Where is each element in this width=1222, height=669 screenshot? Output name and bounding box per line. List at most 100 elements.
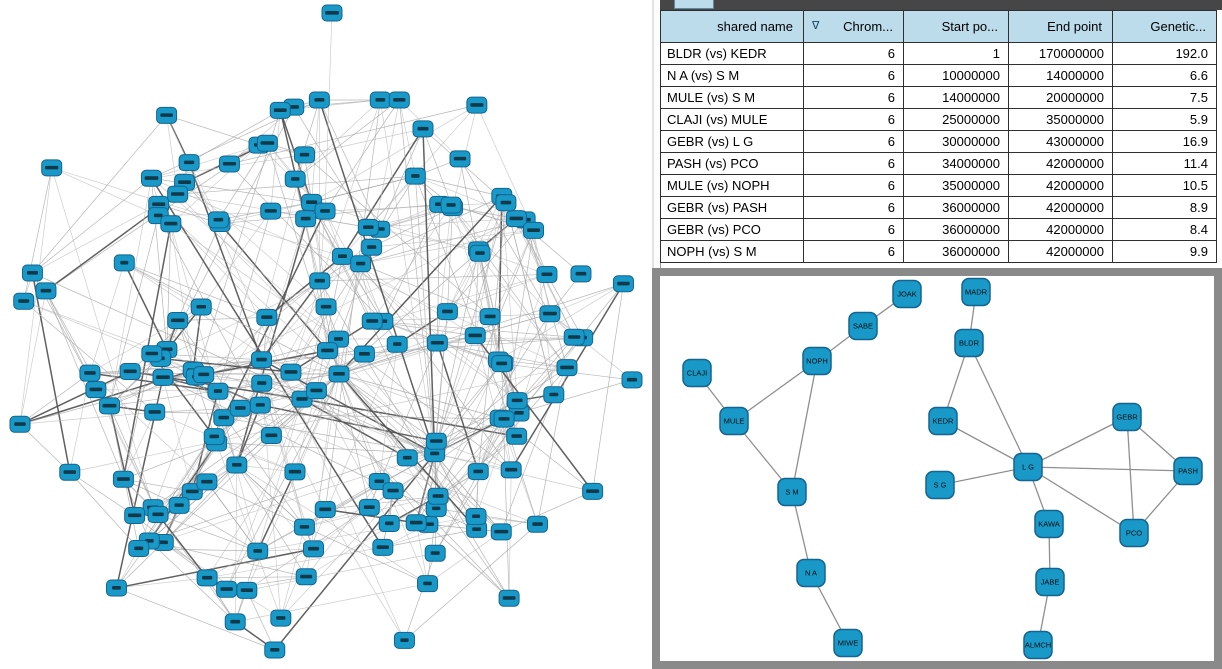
network-edge[interactable] xyxy=(325,202,506,212)
network-node[interactable] xyxy=(404,167,426,185)
cell-value[interactable]: 9.9 xyxy=(1112,240,1217,263)
network-node[interactable] xyxy=(331,247,353,265)
network-edge[interactable] xyxy=(177,317,267,321)
network-edge[interactable] xyxy=(195,110,281,378)
cell-value[interactable]: 36000000 xyxy=(903,218,1009,241)
network-node[interactable] xyxy=(249,396,271,414)
network-node[interactable] xyxy=(269,101,291,119)
table-row[interactable]: GEBR (vs) PASH 6 36000000 42000000 8.9 xyxy=(660,196,1217,219)
network-node[interactable] xyxy=(386,335,408,353)
network-edge[interactable] xyxy=(338,373,370,508)
cell-value[interactable]: 10.5 xyxy=(1112,174,1217,197)
node-mule[interactable]: MULE xyxy=(719,406,749,436)
network-edge[interactable] xyxy=(236,464,428,584)
network-node[interactable] xyxy=(305,382,327,400)
network-edge[interactable] xyxy=(518,337,583,414)
cell-value[interactable]: 42000000 xyxy=(1008,152,1113,175)
network-edge[interactable] xyxy=(274,453,436,651)
column-header-chrom-[interactable]: ∇ Chrom... xyxy=(803,10,904,43)
network-node[interactable] xyxy=(251,374,273,392)
network-edge[interactable] xyxy=(304,507,370,528)
network-node[interactable] xyxy=(372,538,394,556)
network-edge[interactable] xyxy=(240,407,538,525)
node-pash[interactable]: PASH xyxy=(1173,456,1203,486)
network-node[interactable] xyxy=(203,428,225,446)
network-node[interactable] xyxy=(196,473,218,491)
network-edge[interactable] xyxy=(338,373,435,454)
network-node[interactable] xyxy=(378,515,400,533)
network-edge[interactable] xyxy=(459,158,491,317)
network-edge[interactable] xyxy=(497,196,503,361)
network-edge[interactable] xyxy=(503,230,534,420)
network-node[interactable] xyxy=(218,155,240,173)
cell-value[interactable]: 42000000 xyxy=(1008,196,1113,219)
network-node[interactable] xyxy=(156,106,178,124)
network-edge[interactable] xyxy=(19,423,71,473)
sort-filter-icon[interactable]: ∇ xyxy=(812,20,820,32)
cell-value[interactable]: 25000000 xyxy=(903,108,1009,131)
cell-value[interactable]: 11.4 xyxy=(1112,152,1217,175)
network-edge[interactable] xyxy=(293,106,369,228)
network-edge[interactable] xyxy=(217,210,272,392)
network-edge[interactable] xyxy=(170,223,194,371)
network-edge[interactable] xyxy=(294,373,340,473)
network-edge[interactable] xyxy=(207,576,307,579)
network-edge[interactable] xyxy=(338,373,380,482)
network-node[interactable] xyxy=(293,146,315,164)
network-edge[interactable] xyxy=(477,202,507,472)
network-edge[interactable] xyxy=(316,256,343,391)
network-node[interactable] xyxy=(314,202,336,220)
network-edge[interactable] xyxy=(338,373,517,437)
node-claji[interactable]: CLAJI xyxy=(682,358,712,388)
network-node[interactable] xyxy=(506,392,528,410)
table-row[interactable]: CLAJI (vs) MULE 6 25000000 35000000 5.9 xyxy=(660,108,1217,131)
network-edge[interactable] xyxy=(216,442,296,473)
network-node[interactable] xyxy=(350,255,372,273)
network-edge[interactable] xyxy=(324,99,400,212)
network-edge[interactable] xyxy=(382,274,548,322)
network-edge[interactable] xyxy=(177,193,435,454)
network-edge[interactable] xyxy=(434,412,520,554)
network-edge[interactable] xyxy=(476,104,534,231)
network-edge[interactable] xyxy=(163,464,238,543)
network-edge[interactable] xyxy=(398,99,436,454)
network-edge[interactable] xyxy=(294,99,320,180)
network-edge[interactable] xyxy=(170,144,260,224)
network-edge[interactable] xyxy=(207,547,383,579)
network-edge[interactable] xyxy=(23,300,435,454)
network-node[interactable] xyxy=(469,244,491,262)
network-edge[interactable] xyxy=(280,453,435,619)
node-n-a[interactable]: N A xyxy=(796,558,826,588)
cell-value[interactable]: 35000000 xyxy=(903,174,1009,197)
network-node[interactable] xyxy=(425,432,447,450)
network-node[interactable] xyxy=(500,461,522,479)
network-edge[interactable] xyxy=(518,283,624,414)
network-edge[interactable] xyxy=(19,290,47,425)
network-edge[interactable] xyxy=(109,405,159,515)
table-row[interactable]: BLDR (vs) KEDR 6 1 170000000 192.0 xyxy=(660,42,1217,65)
cell-shared-name[interactable]: MULE (vs) NOPH xyxy=(660,174,804,197)
network-node[interactable] xyxy=(270,609,292,627)
network-node[interactable] xyxy=(308,91,330,109)
cell-value[interactable]: 36000000 xyxy=(903,240,1009,263)
network-edge[interactable] xyxy=(546,274,583,338)
network-edge[interactable] xyxy=(31,272,71,473)
cell-value[interactable]: 34000000 xyxy=(903,152,1009,175)
network-edge[interactable] xyxy=(51,167,219,221)
network-node[interactable] xyxy=(358,498,380,516)
network-node[interactable] xyxy=(440,196,462,214)
network-node[interactable] xyxy=(190,298,212,316)
network-edge[interactable] xyxy=(162,377,193,492)
network-edge[interactable] xyxy=(160,223,221,359)
cell-value[interactable]: 6 xyxy=(803,152,904,175)
table-tab-sliver[interactable] xyxy=(674,0,714,9)
network-edge[interactable] xyxy=(415,175,502,197)
network-edge[interactable] xyxy=(89,262,125,374)
network-edge[interactable] xyxy=(436,363,502,442)
network-edge[interactable] xyxy=(138,453,435,549)
network-node[interactable] xyxy=(543,386,565,404)
network-edge[interactable] xyxy=(19,411,155,425)
network-edge[interactable] xyxy=(301,398,408,459)
network-node[interactable] xyxy=(213,409,235,427)
network-node[interactable] xyxy=(168,496,190,514)
